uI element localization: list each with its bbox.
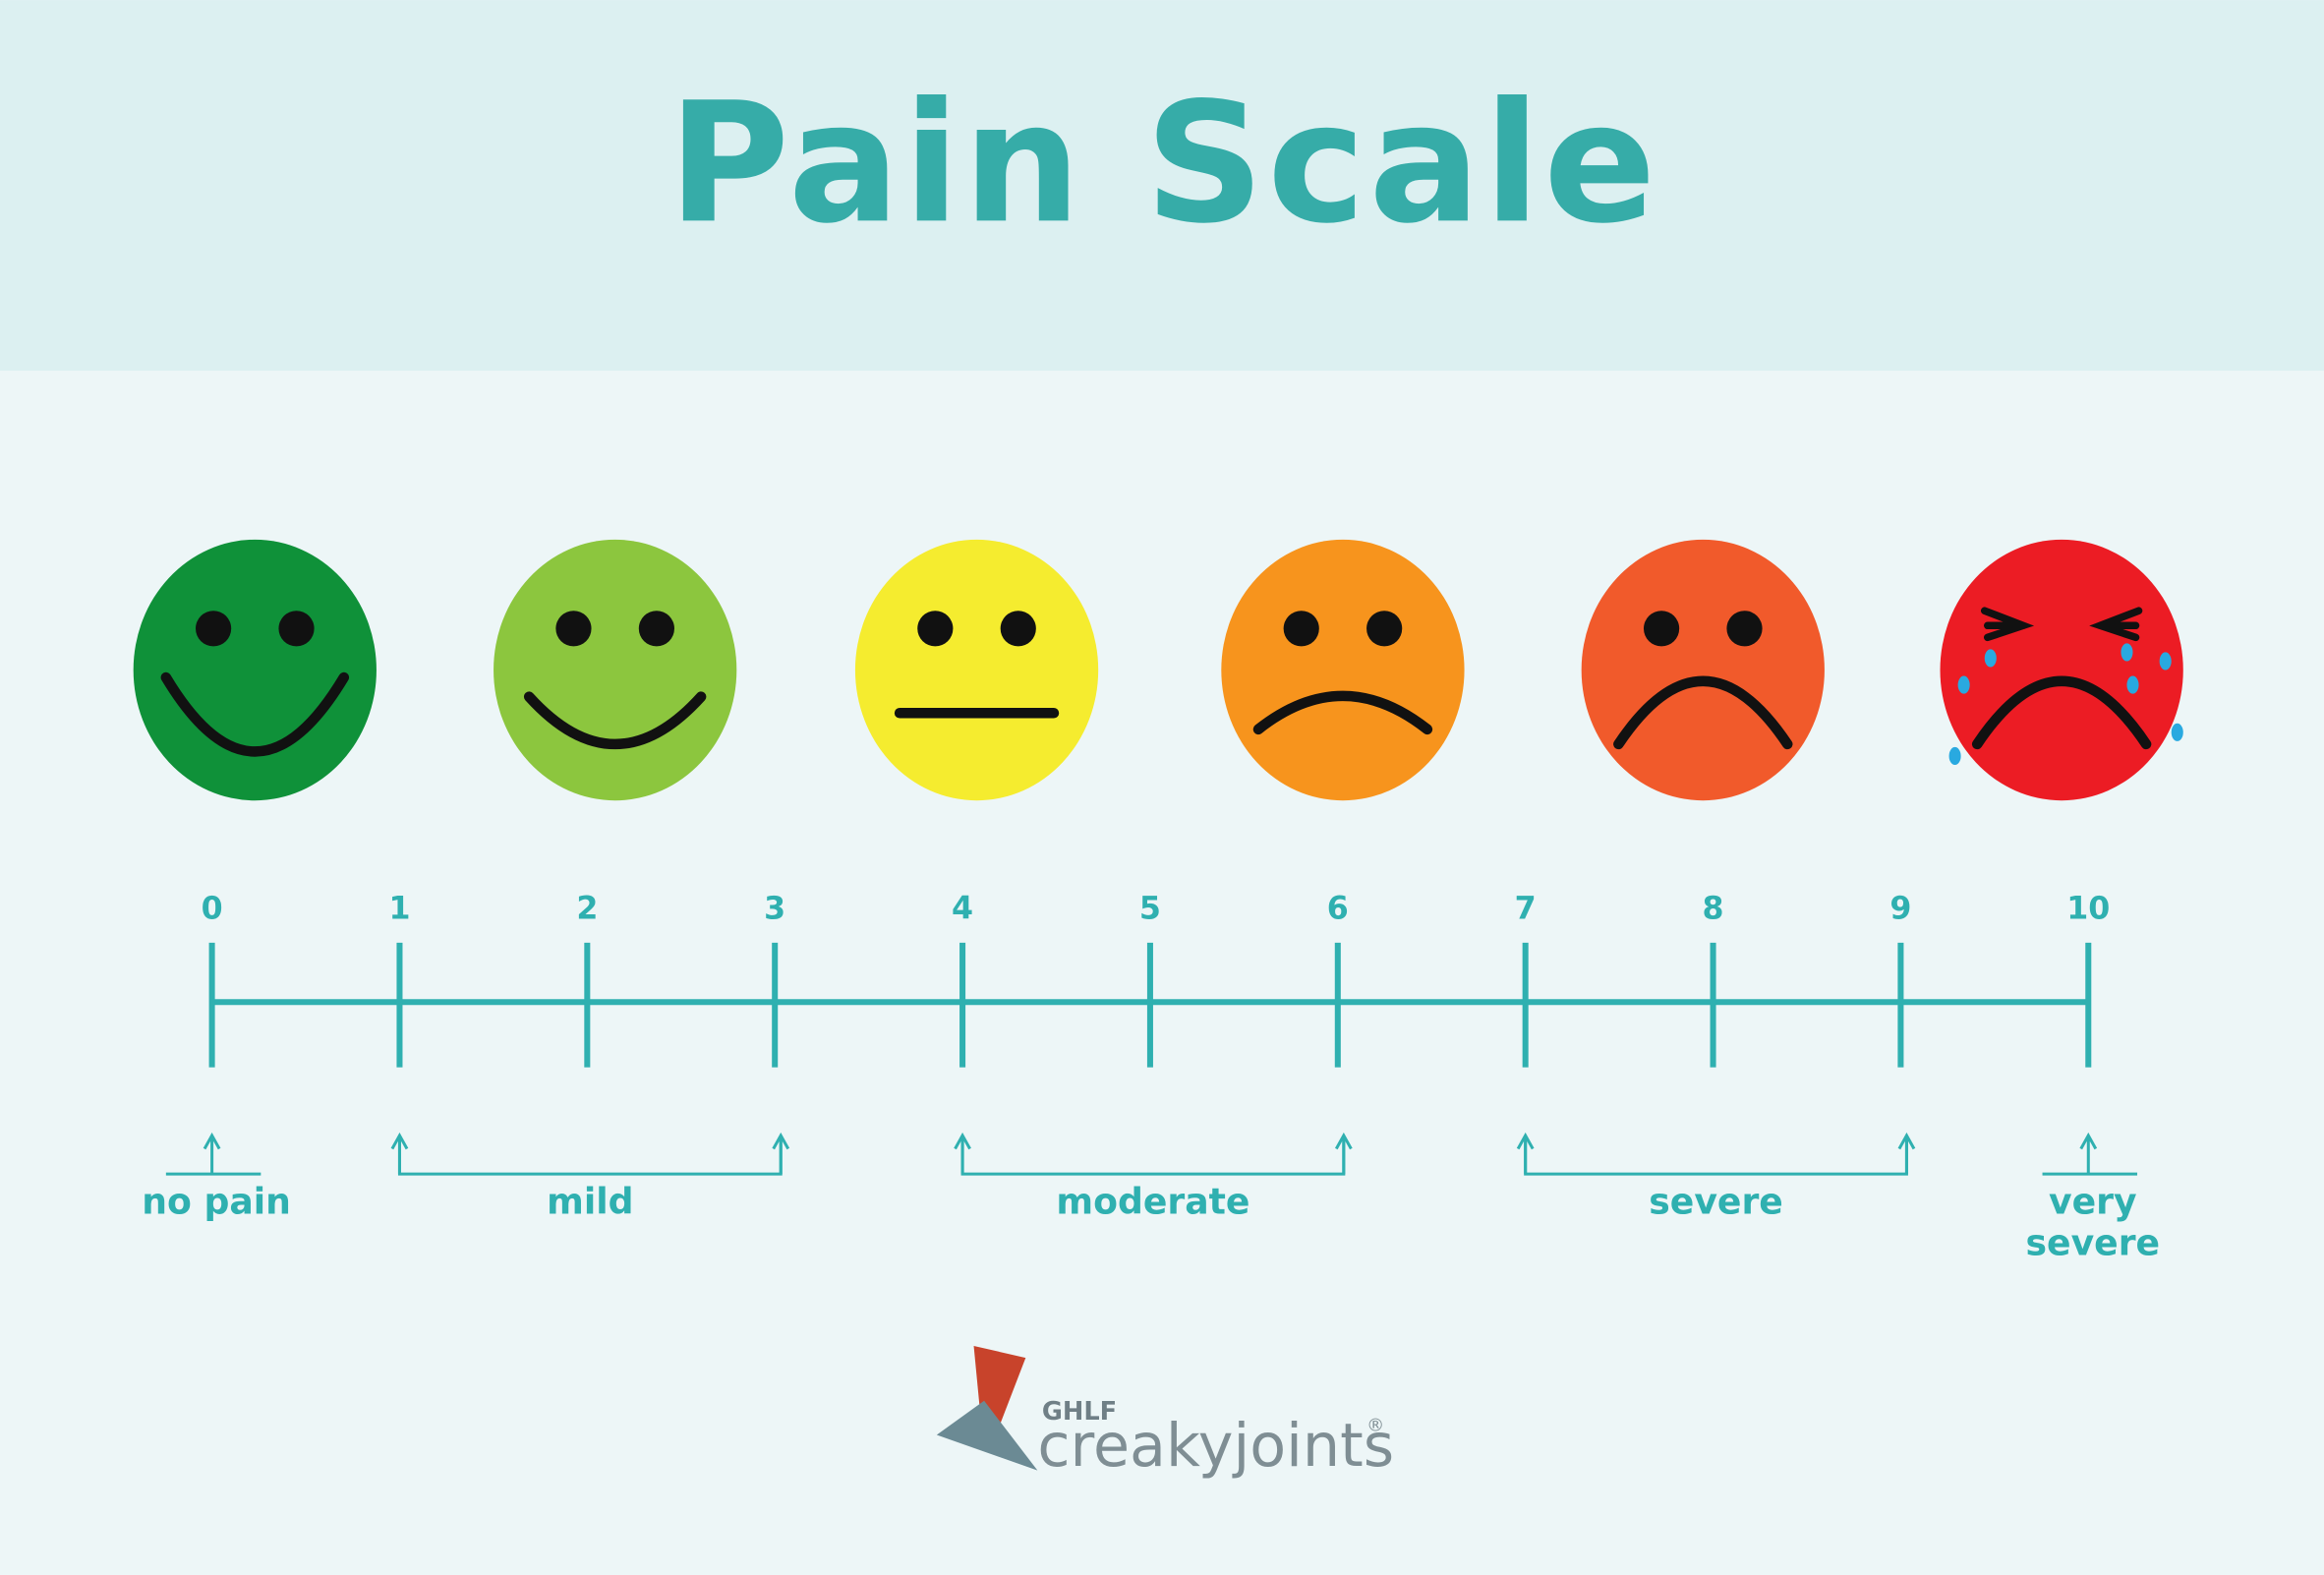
tear	[1957, 675, 1970, 694]
eye	[1366, 611, 1403, 647]
face-circle	[1221, 539, 1465, 801]
tick-label: 6	[1327, 892, 1349, 927]
arrow	[390, 1132, 409, 1175]
mouth	[160, 671, 350, 757]
arrow	[1334, 1132, 1353, 1175]
tear	[2126, 675, 2139, 694]
scale: 0 1 2 3 4 5 6 7 8 9 10	[202, 892, 2110, 1068]
face-circle	[1581, 539, 1825, 801]
title: Pain Scale	[668, 66, 1658, 260]
tick-label: 2	[576, 892, 598, 927]
header-band	[0, 0, 2324, 371]
arrow	[2079, 1132, 2098, 1175]
tick-label: 4	[952, 892, 973, 927]
tick-label: 1	[388, 892, 410, 927]
tick-label: 5	[1139, 892, 1161, 927]
tear	[2171, 723, 2183, 741]
range-label: mild	[547, 1180, 633, 1222]
face	[494, 539, 737, 801]
eye	[1980, 607, 2035, 642]
logo-mark: ®	[1366, 1415, 1384, 1435]
tear	[1948, 746, 1961, 766]
tick-label: 0	[202, 892, 223, 927]
range-label: no pain	[142, 1180, 291, 1222]
face	[1581, 539, 1825, 801]
mouth	[523, 691, 707, 750]
eye	[1000, 611, 1036, 647]
tick-label: 10	[2066, 892, 2110, 927]
range-label: moderate	[1056, 1180, 1249, 1222]
eye	[1283, 611, 1319, 647]
tick-label: 9	[1889, 892, 1911, 927]
mouth	[1252, 690, 1433, 735]
eye	[917, 611, 954, 647]
eye	[638, 611, 674, 647]
mouth	[1613, 675, 1793, 750]
eye	[1643, 611, 1680, 647]
logo-org: GHLF	[1042, 1397, 1117, 1427]
tick-label: 7	[1515, 892, 1537, 927]
arrow	[1516, 1132, 1535, 1175]
face-circle	[854, 539, 1099, 801]
mouth	[1971, 675, 2152, 750]
logo-grey-shape	[936, 1400, 1038, 1471]
eye	[2089, 607, 2143, 642]
tick-label: 3	[764, 892, 785, 927]
eye	[278, 611, 315, 647]
logo-brand: creakyjoints	[1037, 1412, 1394, 1481]
face	[1221, 539, 1465, 801]
faces	[133, 539, 2183, 801]
eye	[1726, 611, 1763, 647]
range-label: severe	[1649, 1180, 1783, 1222]
tear	[1984, 649, 1997, 668]
face-circle	[133, 539, 377, 801]
face	[854, 539, 1099, 801]
face	[133, 539, 377, 801]
arrow	[1897, 1132, 1916, 1175]
range-label: severe	[2026, 1221, 2161, 1263]
face-circle	[494, 539, 737, 801]
logo: GHLF creakyjoints ®	[936, 1346, 1394, 1481]
tear	[2159, 652, 2172, 671]
range-label: very	[2049, 1180, 2137, 1222]
tick-label: 8	[1703, 892, 1724, 927]
tear	[2121, 643, 2133, 662]
arrow	[203, 1132, 221, 1175]
eye	[555, 611, 592, 647]
eye	[196, 611, 232, 647]
face-circle	[1940, 539, 2183, 801]
face	[1940, 539, 2183, 801]
arrow	[954, 1132, 971, 1175]
arrow	[772, 1132, 790, 1175]
